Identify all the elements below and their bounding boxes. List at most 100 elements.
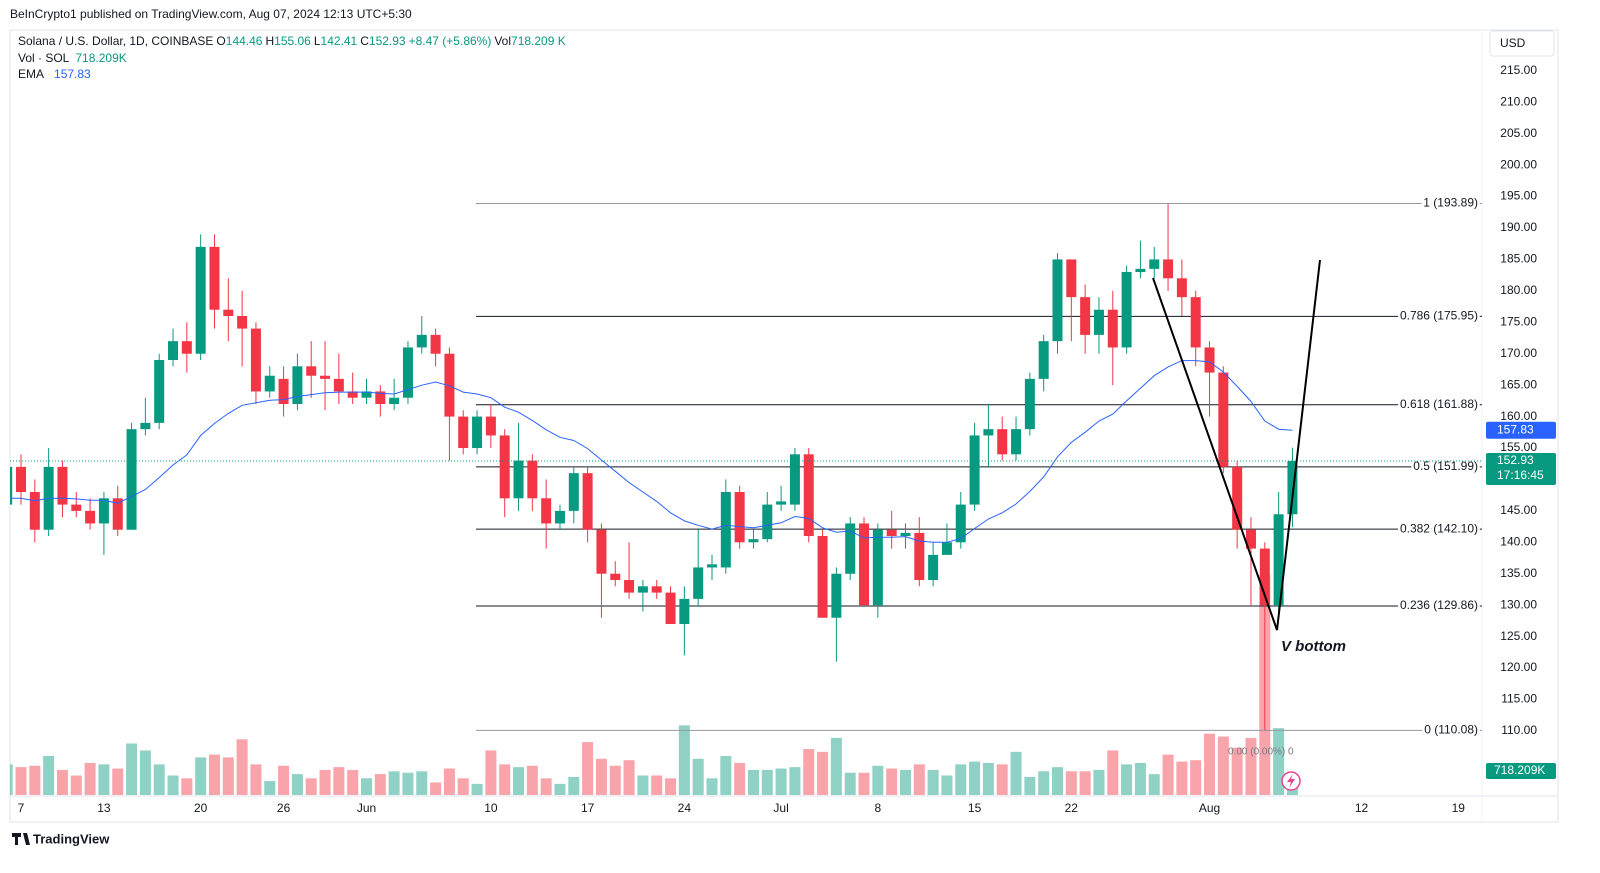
volume-bar bbox=[1231, 747, 1243, 795]
candle-body bbox=[16, 466, 26, 493]
volume-bar bbox=[56, 769, 68, 795]
volume-bar bbox=[706, 778, 718, 795]
candle-body bbox=[430, 334, 441, 354]
x-tick-label: 13 bbox=[97, 801, 111, 815]
candle-body bbox=[776, 501, 787, 505]
y-tick-label: 115.00 bbox=[1501, 692, 1537, 706]
candle-body bbox=[789, 454, 800, 505]
volume-bar bbox=[167, 775, 179, 795]
candle-body bbox=[1218, 372, 1229, 467]
y-tick-label: 205.00 bbox=[1500, 126, 1537, 140]
x-tick-label: 26 bbox=[277, 801, 291, 815]
volume-bar bbox=[941, 775, 953, 795]
volume-bar bbox=[803, 749, 815, 795]
y-tick-label: 145.00 bbox=[1500, 503, 1537, 517]
candle-body bbox=[85, 510, 96, 524]
x-tick-label: Jul bbox=[773, 801, 788, 815]
volume-bar bbox=[526, 765, 538, 795]
candle-body bbox=[140, 422, 151, 430]
volume-bar bbox=[568, 776, 580, 795]
volume-bar bbox=[84, 762, 96, 795]
candle-body bbox=[1176, 278, 1187, 298]
candle-body bbox=[1080, 297, 1091, 335]
candle-body bbox=[886, 529, 897, 537]
fib-label: 0.618 (161.88) bbox=[1400, 397, 1478, 411]
y-tick-label: 125.00 bbox=[1500, 629, 1537, 643]
volume-bar bbox=[899, 769, 911, 795]
y-tick-label: 200.00 bbox=[1500, 157, 1537, 171]
candle-body bbox=[71, 504, 82, 511]
fib-zero-note: 0.00 (0.00%) 0 bbox=[1228, 747, 1294, 758]
l-label: L bbox=[314, 34, 321, 48]
candle-body bbox=[1287, 461, 1298, 515]
currency[interactable]: USD bbox=[1500, 36, 1526, 50]
volume-bar bbox=[112, 768, 124, 795]
x-tick-label: 8 bbox=[874, 801, 881, 815]
volume-tag bbox=[1486, 762, 1556, 779]
candle-body bbox=[181, 341, 192, 354]
volume-bar bbox=[139, 750, 151, 795]
volume-bar bbox=[747, 769, 759, 795]
candle-body bbox=[762, 504, 773, 540]
ema-value: 157.83 bbox=[54, 67, 91, 81]
c-value: 152.93 bbox=[369, 34, 406, 48]
currency-box[interactable] bbox=[1489, 30, 1555, 57]
alert-bolt bbox=[1287, 774, 1295, 788]
candle-body bbox=[402, 347, 413, 398]
volume-bar bbox=[982, 762, 994, 795]
volume-bar bbox=[1176, 761, 1188, 795]
volume-bar bbox=[471, 783, 483, 795]
volume-bar bbox=[319, 769, 331, 795]
h-value: 155.06 bbox=[274, 34, 311, 48]
y-tick-label: 185.00 bbox=[1500, 252, 1537, 266]
volume-bar bbox=[70, 775, 82, 795]
volume-bar bbox=[126, 743, 138, 795]
overlay: 110.00 115.00 120.00 125.00 130.00 135.00 140.… bbox=[18, 63, 1556, 815]
candle-body bbox=[831, 573, 842, 618]
volume-bar bbox=[637, 775, 649, 795]
legend-ohlc: Solana / U.S. Dollar, 1D, COINBASE O144.4… bbox=[18, 34, 566, 48]
candle-body bbox=[693, 567, 704, 599]
candle-body bbox=[679, 598, 690, 625]
volume-bar bbox=[789, 767, 801, 795]
volume-bar bbox=[1093, 769, 1105, 795]
volume-bar bbox=[1190, 760, 1202, 795]
fib-label: 1 (193.89) bbox=[1423, 196, 1478, 210]
candle-body bbox=[914, 532, 925, 581]
volume-bar bbox=[1024, 776, 1036, 795]
c-label: C bbox=[360, 34, 369, 48]
volume-bar bbox=[416, 771, 428, 795]
candle-body bbox=[1093, 309, 1104, 335]
volume-tag-label: 718.209K bbox=[1494, 763, 1545, 777]
volume-bar bbox=[10, 764, 13, 795]
y-tick-label: 120.00 bbox=[1500, 660, 1537, 674]
fib-label: 0.236 (129.86) bbox=[1400, 598, 1478, 612]
logo-mark bbox=[12, 833, 30, 845]
y-tick-label: 175.00 bbox=[1500, 314, 1537, 328]
candle-body bbox=[223, 309, 234, 317]
candle-body bbox=[1232, 466, 1243, 530]
candle-body bbox=[98, 498, 109, 524]
ema-tag bbox=[1486, 421, 1556, 439]
volume-bar bbox=[181, 778, 193, 795]
candle-body bbox=[983, 429, 994, 436]
volume-bar bbox=[872, 765, 884, 795]
y-tick-label: 180.00 bbox=[1500, 283, 1537, 297]
candle-body bbox=[499, 435, 510, 499]
candle-body bbox=[997, 429, 1008, 455]
volume-bar bbox=[927, 769, 939, 795]
candle-body bbox=[1024, 378, 1035, 430]
volume-bar bbox=[830, 737, 842, 795]
volume-bar bbox=[844, 772, 856, 795]
volume-bar bbox=[554, 783, 566, 795]
candle-body bbox=[527, 460, 538, 499]
candle-body bbox=[955, 504, 966, 543]
volume-bar bbox=[278, 765, 290, 795]
volume-bar bbox=[1245, 737, 1257, 795]
candle-body bbox=[1259, 548, 1270, 606]
volume-bar bbox=[734, 762, 746, 795]
y-tick-label: 170.00 bbox=[1500, 346, 1537, 360]
candle-body bbox=[375, 391, 386, 405]
candle-body bbox=[1052, 259, 1063, 342]
